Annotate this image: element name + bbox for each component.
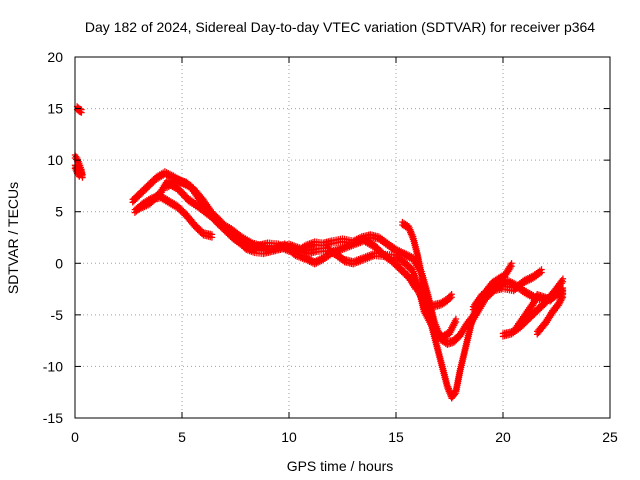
data-point — [508, 263, 515, 270]
x-axis-label: GPS time / hours — [287, 458, 394, 474]
axis-ticks: 0 5 10 15 20 25 -15 -10 -5 0 5 10 15 20 — [43, 49, 618, 445]
data-markers — [71, 103, 567, 402]
y-tick-label: 15 — [47, 101, 63, 117]
data-point — [208, 234, 216, 241]
series-track-11 — [534, 291, 567, 338]
data-point — [79, 174, 86, 181]
x-tick-label: 20 — [495, 429, 511, 445]
data-point — [76, 173, 83, 180]
x-tick-label: 15 — [388, 429, 404, 445]
grid-lines — [75, 57, 610, 418]
y-tick-label: 0 — [55, 255, 63, 271]
x-tick-label: 5 — [178, 429, 186, 445]
x-tick-label: 25 — [602, 429, 618, 445]
series-track-10 — [512, 284, 567, 334]
x-tick-label: 0 — [71, 429, 79, 445]
data-point — [448, 294, 455, 301]
data-point — [538, 269, 545, 276]
y-tick-label: -5 — [51, 307, 64, 323]
series-track-b — [73, 103, 85, 116]
y-axis-label: SDTVAR / TECUs — [5, 182, 21, 294]
series-track-5 — [399, 218, 515, 402]
y-tick-label: 5 — [55, 204, 63, 220]
data-point — [559, 294, 567, 301]
y-tick-label: -15 — [43, 410, 63, 426]
x-tick-label: 10 — [281, 429, 297, 445]
y-tick-label: -10 — [43, 358, 63, 374]
series-track-6 — [414, 284, 455, 311]
data-point — [452, 318, 460, 326]
data-point — [559, 278, 567, 285]
chart-title: Day 182 of 2024, Sidereal Day-to-day VTE… — [85, 19, 595, 35]
plot-frame — [74, 56, 611, 419]
data-point — [78, 109, 85, 116]
data-point — [451, 391, 459, 398]
data-point — [447, 295, 454, 302]
y-tick-label: 10 — [47, 152, 63, 168]
y-tick-label: 20 — [47, 49, 63, 65]
